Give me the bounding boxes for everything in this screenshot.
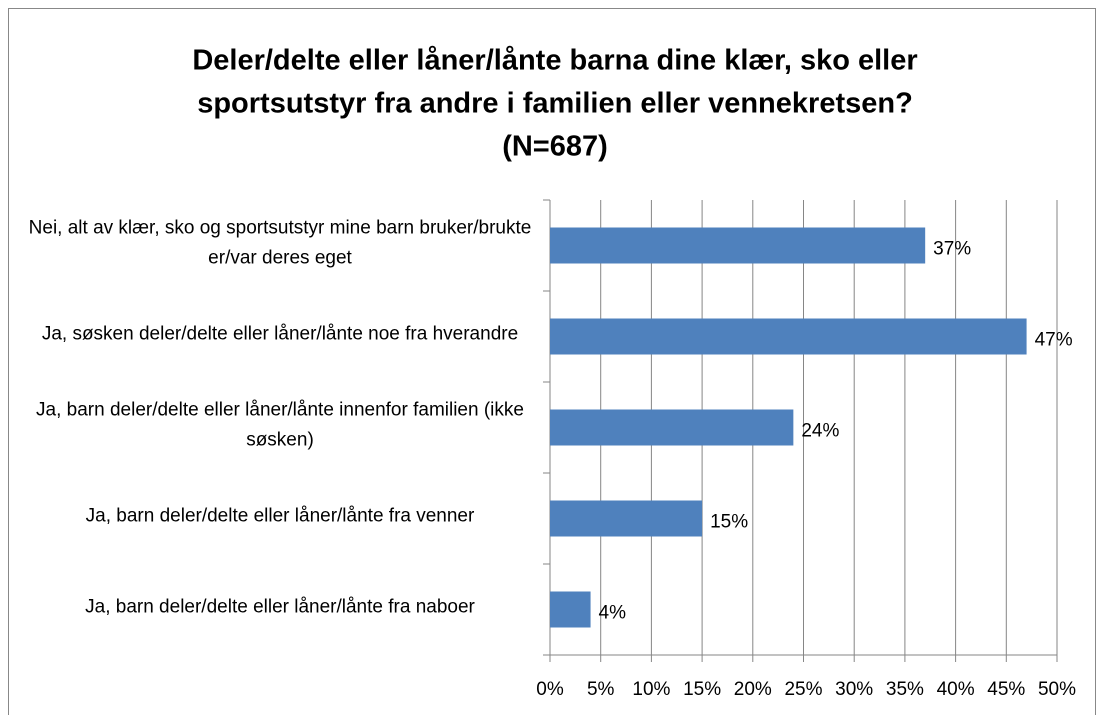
data-label: 24% [801, 421, 839, 442]
chart-title: Deler/delte eller låner/lånte barna dine… [192, 45, 917, 77]
x-tick-label: 40% [937, 679, 975, 700]
data-label: 47% [1035, 330, 1073, 351]
bar [550, 500, 703, 537]
bar [550, 227, 926, 264]
y-tick-label: Ja, barn deler/delte eller låner/lånte i… [36, 400, 524, 451]
x-tick-label: 15% [683, 679, 721, 700]
x-tick-label: 25% [784, 679, 822, 700]
chart-title: (N=687) [502, 131, 608, 163]
data-label: 4% [599, 603, 627, 624]
x-tick-label: 30% [835, 679, 873, 700]
y-tick-label: Ja, søsken deler/delte eller låner/lånte… [42, 324, 518, 345]
data-label: 15% [710, 512, 748, 533]
chart-title: sportsutstyr fra andre i familien eller … [197, 88, 913, 120]
bar [550, 409, 794, 446]
data-label: 37% [933, 239, 971, 260]
x-tick-label: 20% [734, 679, 772, 700]
x-tick-label: 35% [886, 679, 924, 700]
x-tick-label: 5% [587, 679, 615, 700]
x-tick-label: 10% [632, 679, 670, 700]
bar [550, 591, 591, 628]
y-tick-label: Ja, barn deler/delte eller låner/lånte f… [85, 597, 475, 618]
x-tick-label: 0% [536, 679, 564, 700]
x-tick-label: 45% [987, 679, 1025, 700]
bar [550, 318, 1027, 355]
y-tick-label: Ja, barn deler/delte eller låner/lånte f… [86, 506, 475, 527]
x-tick-label: 50% [1038, 679, 1076, 700]
y-tick-label: Nei, alt av klær, sko og sportsutstyr mi… [29, 218, 532, 269]
